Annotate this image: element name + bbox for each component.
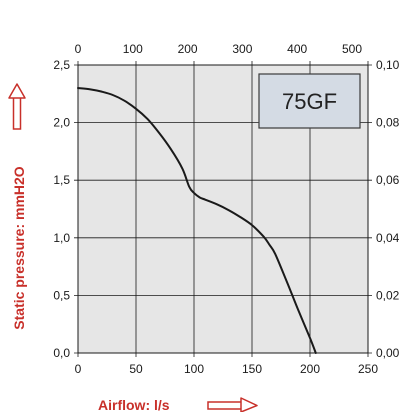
y-tick-label: 2,0 (53, 116, 70, 130)
y-tick-label: 0,0 (53, 346, 70, 360)
top-tick-label: 400 (287, 42, 307, 56)
top-tick-label: 0 (75, 42, 82, 56)
x-tick-label: 50 (129, 362, 143, 376)
right-tick-label: 0,10 (376, 58, 400, 72)
y-tick-label: 0,5 (53, 288, 70, 302)
y-axis-ticks: 0,0 0,5 1,0 1,5 2,0 2,5 (53, 58, 70, 360)
model-label: 75GF (282, 89, 337, 114)
x-tick-label: 150 (242, 362, 262, 376)
y-axis-arrow-icon (8, 83, 26, 130)
right-tick-label: 0,00 (376, 346, 400, 360)
y-tick-label: 1,5 (53, 173, 70, 187)
top-axis-ticks: 0 100 200 300 400 500 (75, 42, 363, 56)
y-tick-label: 1,0 (53, 231, 70, 245)
y-tick-label: 2,5 (53, 58, 70, 72)
x-tick-label: 200 (300, 362, 320, 376)
top-tick-label: 500 (342, 42, 362, 56)
x-axis-arrow-icon (207, 397, 258, 412)
right-tick-label: 0,02 (376, 288, 400, 302)
top-tick-label: 300 (232, 42, 252, 56)
x-tick-label: 100 (184, 362, 204, 376)
right-tick-label: 0,06 (376, 173, 400, 187)
top-tick-label: 100 (123, 42, 143, 56)
top-tick-label: 200 (178, 42, 198, 56)
x-tick-label: 0 (75, 362, 82, 376)
right-axis-ticks: 0,00 0,02 0,04 0,06 0,08 0,10 (376, 58, 400, 360)
y-axis-title: Static pressure: mmH2O (11, 166, 27, 330)
x-tick-label: 250 (358, 362, 378, 376)
right-tick-label: 0,04 (376, 231, 400, 245)
model-label-box: 75GF (258, 73, 361, 129)
right-tick-label: 0,08 (376, 116, 400, 130)
pressure-curve (77, 87, 317, 354)
x-axis-title: Airflow: l/s (98, 397, 170, 412)
x-axis-ticks: 0 50 100 150 200 250 (75, 362, 379, 376)
grid-lines (74, 61, 372, 357)
